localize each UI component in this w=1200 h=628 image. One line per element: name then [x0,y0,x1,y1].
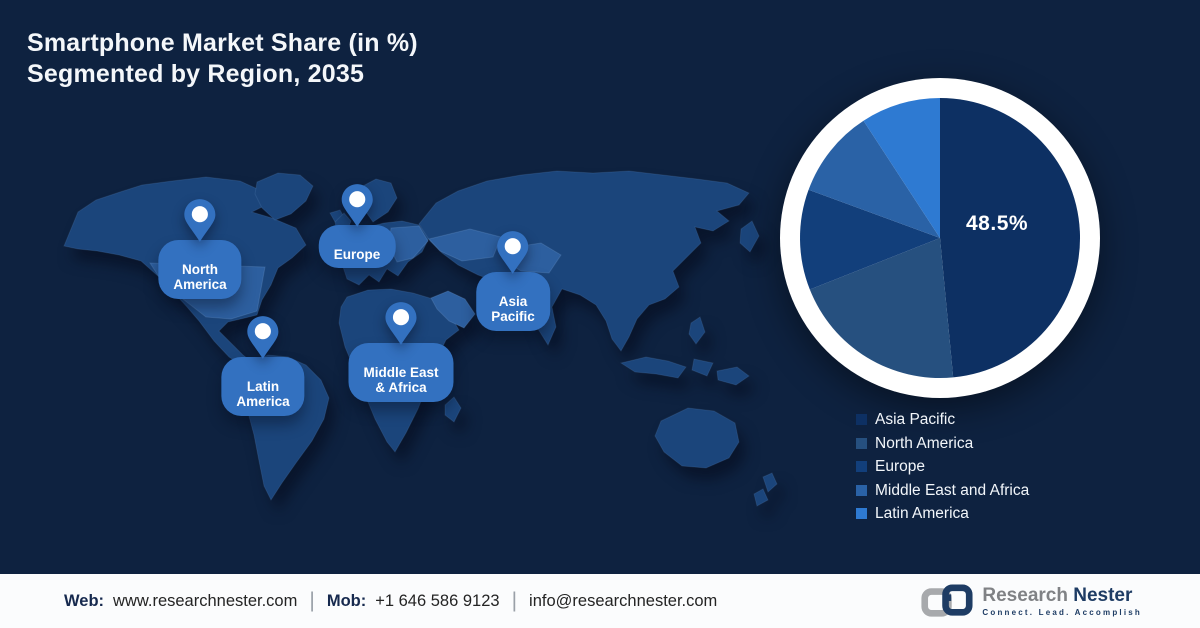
link-overlap [943,594,952,601]
logo-text: Research Nester Connect. Lead. Accomplis… [982,586,1142,617]
legend-item-middle-east-and-africa: Middle East and Africa [856,481,1030,499]
location-pin-icon [341,184,373,227]
pie-slice-north-america [809,238,954,379]
island-philippines [688,316,706,345]
legend-item-europe: Europe [856,459,1029,475]
region-label: Europe [333,246,381,262]
island-indonesia-west [619,356,687,379]
legend-swatch-icon [856,508,867,520]
region-label: Middle East & Africa [363,364,439,396]
island-new-guinea [716,366,750,386]
map-marker-middle-east-africa: Middle East & Africa [348,301,454,402]
pie-slice-middle-east-and-africa [808,120,940,238]
chart-legend: Asia Pacific North America Europe Middle Ea… [856,412,1029,530]
separator: | [309,589,315,612]
page-title-line2: Segmented by Region, 2035 [27,60,365,88]
logo-name-research: Research [982,584,1068,606]
region-central-asia [428,228,502,262]
continent-australia [654,407,740,469]
location-pin-icon [247,316,279,359]
legend-item-latin-america: Latin America [856,506,1029,522]
region-label-pill: Asia Pacific [476,272,550,331]
region-label-pill: Europe [318,225,396,269]
legend-label: Asia Pacific [875,411,956,428]
island-greenland [254,172,314,221]
legend-swatch-icon [856,484,867,496]
island-japan [739,220,760,253]
pie-chart: 48.5% [780,78,1100,398]
legend-swatch-icon [856,461,867,473]
web-label: Web: [64,591,105,610]
pie-slice-europe [800,189,940,290]
footer-bar: Web: www.researchnester.com | Mob: +1 64… [0,574,1200,628]
legend-item-asia-pacific: Asia Pacific [856,412,1029,428]
location-pin-icon [184,199,216,242]
region-label: North America [173,261,227,293]
pie-slice-asia-pacific [940,98,1081,378]
chain-links-icon [921,584,973,617]
phone-number: +1 646 586 9123 [375,591,500,610]
map-marker-asia-pacific: Asia Pacific [476,230,550,331]
location-pin-icon [385,302,417,345]
region-label-pill: Middle East & Africa [348,343,454,402]
logo-tagline: Connect. Lead. Accomplish [982,607,1142,617]
location-pin-icon [497,231,529,274]
pie-data-label: 48.5% [966,212,1029,235]
legend-item-north-america: North America [856,434,1029,452]
mobile-label: Mob: [326,591,367,610]
email-address: info@researchnester.com [529,591,718,610]
island-new-zealand [753,472,778,507]
map-marker-europe: Europe [318,183,396,269]
pie-chart-svg [780,78,1100,398]
region-label-pill: North America [158,240,242,299]
island-madagascar [444,396,462,423]
island-indonesia-east [691,358,714,377]
legend-label: Europe [875,458,925,475]
map-marker-north-america: North America [158,198,242,299]
logo-name: Research Nester [982,586,1142,605]
region-label: Asia Pacific [491,293,535,325]
region-label: Latin America [236,378,290,410]
website-url: www.researchnester.com [113,591,298,610]
separator: | [511,589,518,612]
region-label-pill: Latin America [221,357,305,416]
legend-label: Latin America [875,505,969,522]
map-marker-latin-america: Latin America [221,315,305,416]
page-title-line1: Smartphone Market Share (in %) [27,29,418,57]
legend-label: Middle East and Africa [875,481,1030,499]
logo-name-nester: Nester [1073,584,1133,606]
page-title: Smartphone Market Share (in %) Segmented… [27,28,418,90]
contact-info: Web: www.researchnester.com | Mob: +1 64… [64,589,717,613]
research-nester-logo: Research Nester Connect. Lead. Accomplis… [920,583,1142,619]
legend-label: North America [875,434,974,452]
pie-slice-latin-america [863,98,940,238]
region-middle-east [430,290,476,329]
pie-slices-group [800,98,1081,379]
legend-swatch-icon [856,437,867,449]
legend-swatch-icon [856,414,867,426]
